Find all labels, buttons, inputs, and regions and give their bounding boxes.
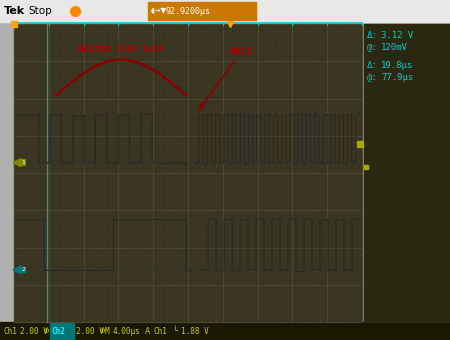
Text: 4.00μs: 4.00μs: [113, 326, 141, 336]
Text: 2: 2: [21, 267, 25, 272]
Text: 2.00 V: 2.00 V: [20, 326, 48, 336]
Bar: [364, 24, 450, 322]
Text: 77.9μs: 77.9μs: [381, 73, 413, 83]
Text: ◖→▼: ◖→▼: [151, 6, 167, 16]
Text: @:: @:: [367, 44, 378, 52]
Text: A: A: [145, 326, 150, 336]
Text: Δ:: Δ:: [367, 32, 378, 40]
Bar: [0, 322, 450, 340]
Text: @:: @:: [367, 73, 378, 83]
Text: 19.8μs: 19.8μs: [381, 62, 413, 70]
Bar: [0, 0, 450, 22]
Text: Ch1: Ch1: [153, 326, 167, 336]
Bar: [148, 2, 256, 20]
Bar: [0, 322, 450, 340]
Text: 92.9200μs: 92.9200μs: [165, 6, 210, 16]
Text: Tek: Tek: [4, 6, 25, 16]
Text: └: └: [173, 326, 178, 336]
Text: Φ: Φ: [100, 328, 105, 334]
Text: Δ:: Δ:: [367, 62, 378, 70]
Text: Stop: Stop: [28, 6, 52, 16]
Text: MASTER CODE 0x0F: MASTER CODE 0x0F: [78, 45, 164, 54]
Text: 3.12 V: 3.12 V: [381, 32, 413, 40]
Text: Ch2: Ch2: [51, 326, 65, 336]
Text: M: M: [105, 326, 110, 336]
Text: 1: 1: [21, 160, 25, 165]
Text: 120mV: 120mV: [381, 44, 408, 52]
Text: Φ: Φ: [44, 328, 50, 334]
Text: Ch1: Ch1: [4, 326, 18, 336]
Bar: [50, 323, 74, 339]
Bar: [14, 24, 362, 322]
Text: 2.00 V: 2.00 V: [76, 326, 104, 336]
Polygon shape: [13, 158, 21, 167]
Polygon shape: [13, 266, 21, 274]
Text: NACK: NACK: [199, 47, 253, 109]
Text: 1.88 V: 1.88 V: [181, 326, 209, 336]
